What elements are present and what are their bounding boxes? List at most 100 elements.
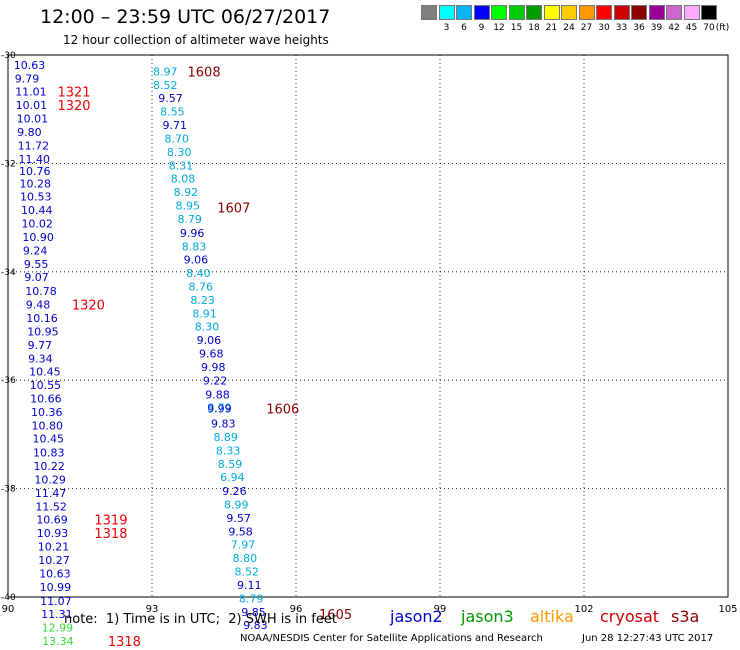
color-scale-label: 42 <box>668 23 680 33</box>
color-scale-label: 18 <box>528 23 540 33</box>
color-scale-label: 15 <box>510 23 523 33</box>
wave-height-value: 9.48 <box>26 298 51 311</box>
color-scale-label: 27 <box>580 23 593 33</box>
wave-height-value: 9.22 <box>203 375 228 388</box>
wave-height-value: 8.76 <box>188 280 213 293</box>
wave-height-value: 11.47 <box>35 487 67 500</box>
wave-height-value: 9.06 <box>184 253 209 266</box>
page-subtitle: 12 hour collection of altimeter wave hei… <box>63 33 329 47</box>
color-swatch <box>561 5 577 20</box>
color-scale-label: 6 <box>461 23 467 33</box>
wave-height-value: 12.99 <box>42 621 74 634</box>
color-swatch <box>701 5 717 20</box>
data-points: 10.639.7911.0110.0110.019.8011.7211.4010… <box>14 59 268 648</box>
x-tick-label: 99 <box>434 604 447 615</box>
wave-height-value: 9.85 <box>241 606 266 619</box>
wave-height-value: 10.90 <box>22 231 54 244</box>
x-tick-label: 93 <box>146 604 159 615</box>
time-label: 1320 <box>57 99 90 114</box>
color-scale-unit: (ft) <box>715 23 730 33</box>
time-label: 1321 <box>57 85 90 100</box>
plot-border <box>7 54 729 598</box>
wave-height-value: 8.99 <box>224 498 249 511</box>
color-scale-label: 21 <box>545 23 558 33</box>
x-tick-label: 90 <box>2 604 15 615</box>
wave-height-value: 10.16 <box>26 312 57 325</box>
wave-height-value: 10.01 <box>16 99 48 112</box>
wave-height-value: 10.55 <box>30 379 61 392</box>
color-swatch <box>648 5 665 20</box>
wave-height-value: 9.34 <box>28 353 53 366</box>
wave-height-value: 8.23 <box>190 294 215 307</box>
wave-height-value: 9.98 <box>201 361 226 374</box>
color-swatch <box>683 5 700 20</box>
wave-height-value: 8.33 <box>216 445 241 458</box>
wave-height-value: 8.40 <box>186 267 211 280</box>
wave-height-value: 10.01 <box>17 112 49 125</box>
wave-height-value: 10.45 <box>29 366 61 379</box>
color-swatch <box>473 5 490 20</box>
color-scale-label: 39 <box>650 23 663 33</box>
footer-credit: NOAA/NESDIS Center for Satellite Applica… <box>240 633 543 644</box>
wave-height-value: 9.71 <box>163 119 188 132</box>
generated-timestamp: Jun 28 12:27:43 UTC 2017 <box>582 633 714 644</box>
wave-height-value: 8.30 <box>167 146 192 159</box>
wave-height-value: 10.69 <box>36 513 68 526</box>
wave-height-value: 9.26 <box>222 485 247 498</box>
wave-height-value: 10.45 <box>32 433 64 446</box>
color-swatch <box>543 5 560 20</box>
wave-height-value: 9.07 <box>24 271 49 284</box>
wave-height-value: 8.89 <box>213 431 238 444</box>
wave-height-value: 7.97 <box>231 538 256 551</box>
wave-height-value: 8.79 <box>239 593 264 606</box>
footer-note: note: 1) Time is in UTC; 2) SWH is in fe… <box>64 612 337 627</box>
color-swatch <box>666 5 682 20</box>
satellite-label: jason2 <box>390 607 443 626</box>
wave-height-value: 10.53 <box>20 190 52 203</box>
wave-height-value: 10.27 <box>38 554 70 567</box>
wave-height-value: 8.95 <box>176 200 201 213</box>
wave-height-value: 10.66 <box>30 393 62 406</box>
wave-height-value: 9.99 <box>207 402 232 415</box>
wave-height-value: 11.07 <box>40 595 72 608</box>
wave-height-value: 11.40 <box>19 153 50 166</box>
wave-height-value: 9.55 <box>24 258 49 271</box>
color-scale-label: 70 <box>703 23 715 33</box>
axis-ticks: 90 93 96 99 102 105 -30 -32 -34 -36 -38 -40 <box>1 51 738 615</box>
color-scale-label: 9 <box>478 23 485 33</box>
wave-height-value: 8.83 <box>182 240 207 253</box>
wave-height-value: 8.70 <box>164 132 189 145</box>
y-tick-label: -30 <box>1 51 16 61</box>
wave-height-value: 10.83 <box>33 446 65 459</box>
satellite-label: altika <box>530 607 574 626</box>
wave-height-value: 10.93 <box>37 527 69 540</box>
time-label: 1608 <box>188 65 221 80</box>
wave-height-value: 10.95 <box>27 325 59 338</box>
color-scale-label: 33 <box>615 23 628 33</box>
wave-height-value: 8.79 <box>207 401 232 414</box>
wave-height-value: 10.36 <box>31 406 63 419</box>
grid-lines <box>8 55 728 597</box>
color-swatch <box>421 5 437 20</box>
wave-height-value: 10.28 <box>20 177 52 190</box>
y-tick-label: -34 <box>1 268 16 278</box>
color-swatch <box>508 5 525 20</box>
wave-height-value: 8.52 <box>235 566 260 579</box>
wave-height-value: 9.88 <box>205 388 230 401</box>
wave-height-value: 9.24 <box>23 245 47 258</box>
wave-height-value: 6.94 <box>220 471 245 484</box>
wave-height-value: 9.57 <box>158 92 183 105</box>
wave-height-value: 8.31 <box>169 160 194 173</box>
wave-height-value: 8.52 <box>153 79 178 92</box>
color-scale-label: 24 <box>563 23 575 33</box>
wave-height-value: 8.55 <box>160 105 185 118</box>
y-tick-label: -36 <box>1 376 16 386</box>
wave-height-value: 10.21 <box>38 541 69 554</box>
color-swatch <box>578 5 595 20</box>
wave-height-value: 10.63 <box>39 568 70 581</box>
color-swatch <box>526 5 542 20</box>
wave-height-value: 11.52 <box>35 500 67 513</box>
satellite-label: s3a <box>671 607 700 626</box>
satellite-label: jason3 <box>461 607 514 626</box>
